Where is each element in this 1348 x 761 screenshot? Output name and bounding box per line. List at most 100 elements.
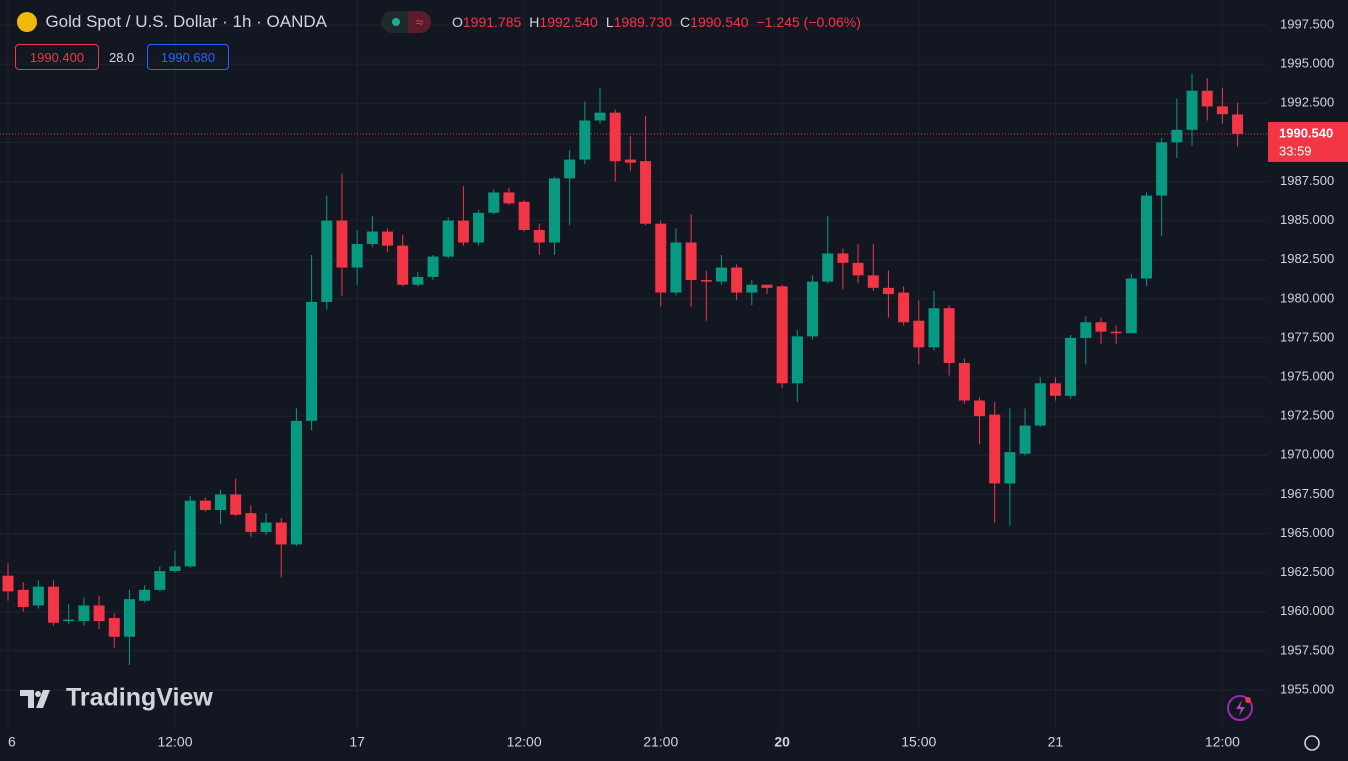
y-tick-label: 1982.500 [1280,251,1334,266]
x-tick-label: 21:00 [643,734,678,750]
x-tick-label: 15:00 [901,734,936,750]
candle-body [336,220,348,268]
candle-body [852,262,864,276]
candle-body [169,566,181,572]
ohlc-value: 1992.540 [539,14,598,30]
candle-body [822,253,834,282]
candle-body [457,220,469,243]
candle-body [215,494,227,511]
candle-body [139,589,151,601]
candle-body [882,287,894,295]
candle-body [761,284,773,288]
candle-body [685,242,697,281]
candle-body [1171,129,1183,143]
candle-body [93,605,105,622]
candle-body [731,267,743,293]
candle-body [715,267,727,282]
spread: 28.0 [109,50,135,65]
ohlc-letter: H [529,14,540,30]
x-tick-label: 12:00 [157,734,192,750]
alert-icon[interactable] [1227,695,1253,721]
last-price-tag [1268,121,1348,162]
candle-body [1019,425,1031,454]
candle-body [2,575,14,592]
candle-body [366,231,378,245]
ohlc-letter: C [680,14,691,30]
y-tick-label: 1972.500 [1280,408,1334,423]
x-tick-label: 12:00 [1205,734,1240,750]
ohlc-letter: L [605,14,614,30]
alert-bolt [1236,700,1245,716]
x-tick-label: 17 [349,734,365,750]
y-tick-label: 1985.000 [1280,212,1334,227]
y-tick-label: 1955.000 [1280,681,1334,696]
candle-body [442,220,454,257]
candle-body [1125,278,1137,334]
candle-body [290,420,302,545]
candle-body [928,308,940,348]
candle-body [154,571,166,590]
candle-body [1232,114,1244,134]
candle-body [63,619,75,622]
logo-text: TradingView [66,684,213,712]
y-tick-label: 1965.000 [1280,525,1334,540]
candle-body [1110,331,1122,334]
candle-body [473,212,485,243]
status-pill[interactable]: ≈ [381,11,431,33]
candle-body [943,308,955,363]
candle-body [503,192,515,204]
y-tick-label: 1975.000 [1280,368,1334,383]
y-tick-label: 1970.000 [1280,447,1334,462]
candle-body [898,292,910,323]
candle-body [17,589,29,608]
candle-body [867,275,879,288]
candle-body [108,617,120,637]
candle-body [230,494,242,515]
candle-body [351,244,363,268]
candle-body [746,284,758,293]
ohlc-value: 1989.730 [613,14,673,30]
candle-body [1156,142,1168,196]
candle-body [260,522,272,532]
candle-body [412,276,424,285]
symbol-row: Gold Spot / U.S. Dollar · 1h · OANDA [17,12,327,32]
candle-body [321,220,333,302]
candle-body [382,231,393,246]
logo: TradingView [20,684,213,712]
candle-body [275,522,287,545]
candle-body [974,400,986,417]
candle-body [1004,452,1016,484]
candle-body [989,414,1001,484]
candle-body [579,120,591,160]
candle-body [184,500,196,567]
candle-body [776,286,788,384]
ask-button[interactable]: 1990.680 [147,44,229,70]
symbol-icon [17,12,37,32]
candle-body [533,229,545,243]
ohlc-value: 1991.785 [462,14,522,30]
ohlc-letter: O [452,14,463,30]
settings-icon[interactable] [1304,735,1320,751]
logo-dot [35,691,41,697]
candle-body [837,253,849,263]
bid-button[interactable]: 1990.400 [15,44,99,70]
candle-body [670,242,682,293]
candle-body [488,192,500,213]
candle-body [1065,337,1077,396]
candle-body [1080,322,1092,338]
candle-body [548,178,560,243]
candle-body [199,500,211,511]
ohlc-row: O1991.785 H1992.540 L1989.730 C1990.540 −1.2… [452,14,861,30]
x-tick-label: 21 [1048,734,1064,750]
y-tick-label: 1992.500 [1280,95,1334,110]
ohlc-value: 1990.540 [690,14,749,30]
candle-body [1216,106,1228,115]
candle-body [640,161,652,224]
logo-icon [20,690,50,708]
y-tick-label: 1967.500 [1280,486,1334,501]
candle-body [518,201,530,230]
y-tick-label: 1995.000 [1280,56,1334,71]
candle-body [48,586,60,623]
candle-body [1049,383,1061,396]
